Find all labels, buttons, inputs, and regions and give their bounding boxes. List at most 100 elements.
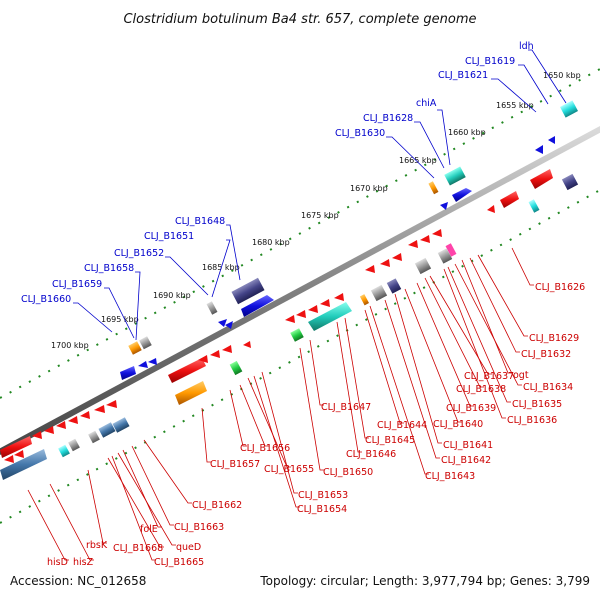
gene-label-CLJ_B1657[interactable]: CLJ_B1657 bbox=[210, 459, 260, 470]
gene-gray[interactable] bbox=[370, 284, 388, 302]
gene-label-hisD[interactable]: hisD bbox=[47, 557, 68, 568]
gene-gray[interactable] bbox=[414, 257, 432, 275]
gene-label-CLJ_B1634[interactable]: CLJ_B1634 bbox=[523, 382, 573, 393]
gene-label-CLJ_B1650[interactable]: CLJ_B1650 bbox=[323, 467, 373, 478]
gene-red[interactable] bbox=[0, 436, 32, 458]
gene-pink[interactable] bbox=[445, 243, 457, 257]
gene-arrow[interactable] bbox=[285, 315, 295, 323]
gene-label-CLJ_B1641[interactable]: CLJ_B1641 bbox=[443, 440, 493, 451]
gene-arrow[interactable] bbox=[138, 361, 148, 368]
gene-label-CLJ_B1619[interactable]: CLJ_B1619 bbox=[465, 56, 515, 67]
gene-arrow[interactable] bbox=[320, 299, 330, 307]
gene-arrow[interactable] bbox=[14, 450, 24, 458]
gene-label-CLJ_B1636[interactable]: CLJ_B1636 bbox=[507, 415, 557, 426]
gene-arrow[interactable] bbox=[210, 350, 220, 358]
gene-orange[interactable] bbox=[175, 381, 207, 405]
gene-CLJ_B1658[interactable] bbox=[128, 341, 142, 355]
gene-navy[interactable] bbox=[561, 173, 579, 191]
gene-arrow[interactable] bbox=[68, 416, 78, 424]
gene-arrow[interactable] bbox=[440, 202, 448, 210]
gene-label-CLJ_B1665[interactable]: CLJ_B1665 bbox=[154, 557, 204, 568]
gene-label-CLJ_B1648[interactable]: CLJ_B1648 bbox=[175, 216, 225, 227]
gene-red[interactable] bbox=[500, 191, 519, 208]
gene-arrow[interactable] bbox=[56, 421, 66, 429]
gene-label-chiA[interactable]: chiA bbox=[416, 98, 437, 109]
gene-label-CLJ_B1658[interactable]: CLJ_B1658 bbox=[84, 263, 134, 274]
gene-chiA[interactable] bbox=[444, 166, 466, 186]
gene-CLJ_B1651[interactable] bbox=[206, 301, 218, 315]
gene-label-CLJ_B1621[interactable]: CLJ_B1621 bbox=[438, 70, 488, 81]
gene-label-CLJ_B1647[interactable]: CLJ_B1647 bbox=[321, 402, 371, 413]
gene-label-ogt[interactable]: ogt bbox=[513, 370, 529, 381]
gene-label-CLJ_B1644[interactable]: CLJ_B1644 bbox=[377, 420, 427, 431]
gene-label-CLJ_B1642[interactable]: CLJ_B1642 bbox=[441, 455, 491, 466]
gene-steel[interactable] bbox=[112, 417, 130, 433]
gene-blue[interactable] bbox=[241, 295, 274, 317]
gene-arrow[interactable] bbox=[308, 305, 318, 313]
gene-arrow[interactable] bbox=[408, 240, 418, 248]
gene-label-CLJ_B1659[interactable]: CLJ_B1659 bbox=[52, 279, 102, 290]
gene-label-CLJ_B1660[interactable]: CLJ_B1660 bbox=[21, 294, 71, 305]
gene-arrow[interactable] bbox=[365, 265, 375, 273]
gene-arrow[interactable] bbox=[487, 205, 495, 213]
gene-label-CLJ_B1668[interactable]: CLJ_B1668 bbox=[113, 543, 163, 554]
gene-CLJ_B1659[interactable] bbox=[139, 336, 152, 350]
gene-arrow[interactable] bbox=[548, 136, 555, 144]
gene-ldh[interactable] bbox=[560, 100, 578, 118]
gene-label-queD[interactable]: queD bbox=[176, 542, 201, 553]
gene-arrow[interactable] bbox=[198, 355, 208, 363]
gene-arrow[interactable] bbox=[334, 293, 344, 301]
gene-label-CLJ_B1632[interactable]: CLJ_B1632 bbox=[521, 349, 571, 360]
gene-CLJ_B1660[interactable] bbox=[120, 366, 136, 380]
gene-label-CLJ_B1662[interactable]: CLJ_B1662 bbox=[192, 500, 242, 511]
gene-label-folE[interactable]: folE bbox=[140, 524, 158, 535]
gene-label-CLJ_B1640[interactable]: CLJ_B1640 bbox=[433, 419, 483, 430]
gene-arrow[interactable] bbox=[432, 229, 442, 237]
gene-arrow[interactable] bbox=[222, 345, 232, 353]
gene-arrow[interactable] bbox=[32, 431, 42, 439]
gene-arrow[interactable] bbox=[218, 319, 227, 327]
gene-label-CLJ_B1652[interactable]: CLJ_B1652 bbox=[114, 248, 164, 259]
gene-orange[interactable] bbox=[359, 294, 369, 306]
gene-label-CLJ_B1655[interactable]: CLJ_B1655 bbox=[264, 464, 314, 475]
gene-gray[interactable] bbox=[437, 248, 453, 264]
gene-label-CLJ_B1656[interactable]: CLJ_B1656 bbox=[240, 443, 290, 454]
gene-CLJ_B1648[interactable] bbox=[231, 277, 265, 305]
gene-arrow[interactable] bbox=[44, 426, 54, 434]
gene-teal[interactable] bbox=[308, 302, 352, 331]
gene-cyan[interactable] bbox=[528, 199, 540, 213]
gene-label-CLJ_B1651[interactable]: CLJ_B1651 bbox=[144, 231, 194, 242]
gene-orange[interactable] bbox=[428, 181, 439, 195]
gene-arrow[interactable] bbox=[535, 145, 543, 154]
gene-arrow[interactable] bbox=[106, 400, 117, 408]
gene-label-CLJ_B1637[interactable]: CLJ_B1637 bbox=[464, 371, 514, 382]
gene-green[interactable] bbox=[290, 328, 304, 342]
gene-arrow[interactable] bbox=[148, 358, 157, 365]
gene-arrow[interactable] bbox=[380, 259, 390, 267]
gene-label-ldh[interactable]: ldh bbox=[519, 41, 534, 52]
gene-steel[interactable] bbox=[98, 422, 116, 438]
gene-label-CLJ_B1635[interactable]: CLJ_B1635 bbox=[512, 399, 562, 410]
gene-arrow[interactable] bbox=[80, 411, 90, 419]
gene-arrow[interactable] bbox=[243, 341, 251, 348]
gene-label-hisZ[interactable]: hisZ bbox=[73, 557, 94, 568]
gene-arrow[interactable] bbox=[94, 405, 105, 413]
gene-label-CLJ_B1626[interactable]: CLJ_B1626 bbox=[535, 282, 585, 293]
gene-gray[interactable] bbox=[68, 438, 80, 452]
gene-label-CLJ_B1654[interactable]: CLJ_B1654 bbox=[297, 504, 347, 515]
gene-label-CLJ_B1646[interactable]: CLJ_B1646 bbox=[346, 449, 396, 460]
gene-label-rbsK[interactable]: rbsK bbox=[86, 540, 108, 551]
gene-arrow[interactable] bbox=[420, 235, 430, 243]
gene-label-CLJ_B1630[interactable]: CLJ_B1630 bbox=[335, 128, 385, 139]
gene-label-CLJ_B1663[interactable]: CLJ_B1663 bbox=[174, 522, 224, 533]
gene-steel[interactable] bbox=[0, 449, 47, 480]
gene-label-CLJ_B1653[interactable]: CLJ_B1653 bbox=[298, 490, 348, 501]
gene-arrow[interactable] bbox=[225, 321, 233, 329]
gene-green[interactable] bbox=[229, 360, 243, 376]
gene-cyan[interactable] bbox=[58, 444, 70, 458]
gene-arrow[interactable] bbox=[392, 253, 402, 261]
gene-label-CLJ_B1638[interactable]: CLJ_B1638 bbox=[456, 384, 506, 395]
gene-label-CLJ_B1639[interactable]: CLJ_B1639 bbox=[446, 403, 496, 414]
gene-red[interactable] bbox=[168, 358, 206, 383]
gene-gray[interactable] bbox=[88, 430, 100, 444]
